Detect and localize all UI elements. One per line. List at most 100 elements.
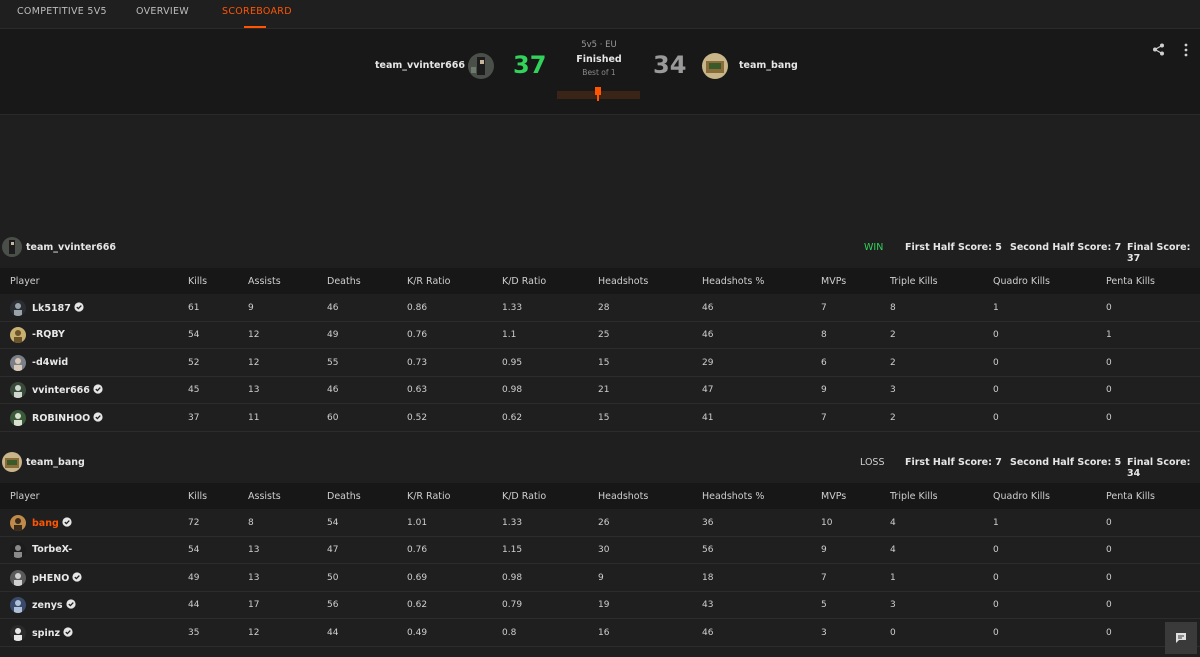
player-name[interactable]: zenys (32, 599, 76, 611)
player-name[interactable]: spinz (32, 626, 73, 639)
chat-button[interactable] (1165, 622, 1197, 654)
stat-cell-mvps: 5 (821, 600, 827, 611)
player-row[interactable]: zenys 44 17 56 0.62 0.79 19 43 5 3 0 0 (0, 591, 1200, 620)
player-name-text[interactable]: pHENO (32, 572, 70, 584)
stat-cell-penta-kills: 0 (1106, 545, 1112, 556)
player-avatar[interactable] (10, 382, 26, 399)
column-header[interactable]: Assists (248, 491, 281, 502)
player-row[interactable]: bang 72 8 54 1.01 1.33 26 36 10 4 1 0 (0, 509, 1200, 537)
player-name[interactable]: bang (32, 517, 72, 529)
column-header[interactable]: K/D Ratio (502, 276, 547, 287)
player-name-text[interactable]: bang (32, 518, 59, 529)
stat-cell-mvps: 7 (821, 572, 827, 583)
column-header[interactable]: Assists (248, 276, 281, 287)
stat-cell-k-r-ratio: 0.69 (407, 572, 428, 583)
stat-cell-penta-kills: 0 (1106, 303, 1112, 313)
player-name[interactable]: Lk5187 (32, 302, 84, 314)
column-header[interactable]: Headshots (598, 491, 649, 502)
column-header[interactable]: Deaths (327, 276, 361, 287)
player-name-text[interactable]: vvinter666 (32, 385, 90, 397)
stat-cell-deaths: 44 (327, 627, 339, 638)
team2-result: LOSS (860, 457, 885, 468)
team1-name[interactable]: team_vvinter666 (375, 60, 465, 71)
column-header[interactable]: Player (10, 491, 40, 502)
player-name[interactable]: ROBINHOO (32, 411, 103, 424)
player-row[interactable]: TorbeX- 54 13 47 0.76 1.15 30 56 9 4 0 0 (0, 536, 1200, 565)
player-avatar[interactable] (10, 597, 26, 614)
player-name-text[interactable]: spinz (32, 627, 61, 639)
column-header[interactable]: Headshots % (702, 276, 765, 287)
stat-cell-headshots: 28 (598, 303, 610, 313)
stat-cell-mvps: 3 (821, 627, 827, 638)
player-avatar[interactable] (10, 409, 26, 426)
stat-cell-quadro-kills: 0 (993, 412, 999, 423)
column-header[interactable]: Triple Kills (890, 491, 938, 502)
stat-cell-quadro-kills: 1 (993, 518, 999, 528)
player-avatar[interactable] (10, 542, 26, 559)
player-name[interactable]: -d4wid (32, 357, 68, 368)
tab-scoreboard[interactable]: SCOREBOARD (222, 6, 292, 17)
stat-cell-k-r-ratio: 0.63 (407, 385, 428, 396)
team1-summary-avatar[interactable] (2, 237, 22, 257)
team1-avatar[interactable] (468, 53, 494, 79)
player-name[interactable]: -RQBY (32, 329, 65, 340)
player-row[interactable]: vvinter666 45 13 46 0.63 0.98 21 47 9 3 0 0 (0, 376, 1200, 405)
player-name[interactable]: pHENO (32, 572, 82, 584)
column-header[interactable]: Quadro Kills (993, 491, 1050, 502)
player-name[interactable]: TorbeX- (32, 544, 72, 555)
team2-avatar[interactable] (702, 53, 728, 79)
player-avatar[interactable] (10, 569, 26, 586)
column-header[interactable]: K/D Ratio (502, 491, 547, 502)
player-name-text[interactable]: Lk5187 (32, 303, 71, 314)
stat-cell-penta-kills: 0 (1106, 600, 1112, 611)
stat-cell-kills: 35 (188, 627, 200, 638)
player-avatar[interactable] (10, 354, 26, 371)
column-header[interactable]: MVPs (821, 276, 847, 287)
stat-cell-k-r-ratio: 0.76 (407, 545, 428, 556)
player-row[interactable]: pHENO 49 13 50 0.69 0.98 9 18 7 1 0 0 (0, 564, 1200, 592)
player-name-text[interactable]: ROBINHOO (32, 412, 91, 424)
player-name-text[interactable]: -RQBY (32, 329, 65, 341)
stat-cell-triple-kills: 3 (890, 385, 896, 396)
team2-name[interactable]: team_bang (739, 60, 798, 71)
player-avatar[interactable] (10, 515, 26, 531)
column-header[interactable]: Kills (188, 491, 208, 502)
column-header[interactable]: Kills (188, 276, 208, 287)
best-of: Best of 1 (582, 68, 616, 77)
column-header[interactable]: Headshots % (702, 491, 765, 502)
stat-cell-quadro-kills: 0 (993, 627, 999, 638)
team1-first-half: First Half Score: 5 (905, 242, 1002, 253)
player-row[interactable]: -d4wid 52 12 55 0.73 0.95 15 29 6 2 0 0 (0, 349, 1200, 377)
more-vertical-icon[interactable] (1183, 43, 1189, 60)
player-name-text[interactable]: zenys (32, 600, 63, 612)
tab-competitive-5v5[interactable]: COMPETITIVE 5V5 (17, 6, 107, 17)
share-icon[interactable] (1152, 43, 1165, 59)
column-header[interactable]: K/R Ratio (407, 491, 451, 502)
match-header: team_vvinter666 37 5v5 · EU Finished Bes… (0, 28, 1200, 115)
column-header[interactable]: Headshots (598, 276, 649, 287)
column-header[interactable]: Player (10, 276, 40, 287)
player-name-text[interactable]: -d4wid (32, 356, 69, 368)
player-name[interactable]: vvinter666 (32, 384, 103, 396)
player-name-text[interactable]: TorbeX- (32, 544, 73, 556)
column-header[interactable]: MVPs (821, 491, 847, 502)
column-header[interactable]: K/R Ratio (407, 276, 451, 287)
column-header[interactable]: Quadro Kills (993, 276, 1050, 287)
team2-summary-name[interactable]: team_bang (26, 457, 85, 468)
column-header[interactable]: Penta Kills (1106, 276, 1155, 287)
stat-cell-headshots: 29 (702, 357, 714, 368)
player-avatar[interactable] (10, 327, 26, 344)
tab-overview[interactable]: OVERVIEW (136, 6, 189, 17)
column-header[interactable]: Triple Kills (890, 276, 938, 287)
team1-summary-name[interactable]: team_vvinter666 (26, 242, 116, 253)
player-row[interactable]: spinz 35 12 44 0.49 0.8 16 46 3 0 0 0 (0, 619, 1200, 647)
column-header[interactable]: Penta Kills (1106, 491, 1155, 502)
verified-badge-icon (93, 384, 103, 394)
team2-summary-avatar[interactable] (2, 452, 22, 472)
player-row[interactable]: Lk5187 61 9 46 0.86 1.33 28 46 7 8 1 0 (0, 294, 1200, 322)
player-row[interactable]: -RQBY 54 12 49 0.76 1.1 25 46 8 2 0 1 (0, 321, 1200, 350)
player-row[interactable]: ROBINHOO 37 11 60 0.52 0.62 15 41 7 2 0 0 (0, 404, 1200, 432)
player-avatar[interactable] (10, 624, 26, 641)
player-avatar[interactable] (10, 300, 26, 316)
column-header[interactable]: Deaths (327, 491, 361, 502)
